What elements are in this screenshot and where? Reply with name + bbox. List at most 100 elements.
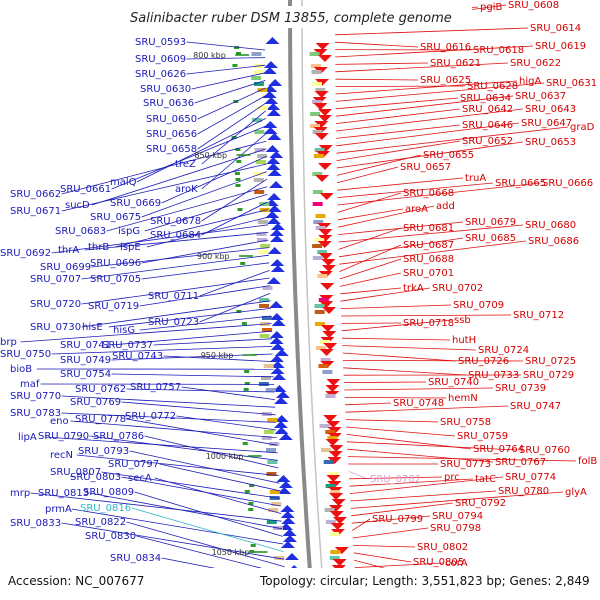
gene-label-right[interactable]: SRU_0702 bbox=[432, 283, 483, 294]
gene-label-right[interactable]: add bbox=[436, 201, 455, 212]
gene-label-left[interactable]: SRU_0669 bbox=[110, 198, 161, 209]
gene-label-left[interactable]: thrB bbox=[88, 242, 109, 253]
gene-label-right[interactable]: SRU_0621 bbox=[430, 58, 481, 69]
gene-label-right[interactable]: SRU_0618 bbox=[473, 45, 524, 56]
gene-label-right[interactable]: SRU_0681 bbox=[403, 223, 454, 234]
gene-label-right[interactable]: SRU_0619 bbox=[535, 41, 586, 52]
gene-label-right[interactable]: SRU_0782 bbox=[370, 474, 421, 485]
gene-label-left[interactable]: SRU_0696 bbox=[90, 258, 141, 269]
gene-label-left[interactable]: SRU_0720 bbox=[30, 299, 81, 310]
gene-label-left[interactable]: treZ bbox=[175, 159, 196, 170]
gene-label-right[interactable]: SRU_0759 bbox=[457, 431, 508, 442]
gene-label-left[interactable]: SRU_0705 bbox=[90, 274, 141, 285]
gene-label-right[interactable]: SRU_0666 bbox=[542, 178, 593, 189]
gene-label-right[interactable]: SRU_0668 bbox=[403, 188, 454, 199]
gene-label-left[interactable]: ispE bbox=[120, 242, 141, 253]
gene-label-left[interactable]: SRU_0786 bbox=[93, 431, 144, 442]
gene-label-left[interactable]: SRU_0737 bbox=[102, 340, 153, 351]
gene-label-left[interactable]: SRU_0809 bbox=[83, 487, 134, 498]
gene-label-left[interactable]: SRU_0769 bbox=[70, 397, 121, 408]
gene-label-right[interactable]: SRU_0794 bbox=[432, 511, 483, 522]
gene-label-left[interactable]: SRU_0813 bbox=[38, 488, 89, 499]
gene-label-right[interactable]: SRU_0614 bbox=[530, 23, 581, 34]
gene-label-right[interactable]: SRU_0739 bbox=[495, 383, 546, 394]
gene-label-right[interactable]: SRU_0780 bbox=[498, 486, 549, 497]
gene-label-left[interactable]: SRU_0730 bbox=[30, 322, 81, 333]
gene-label-right[interactable]: SRU_0608 bbox=[508, 0, 559, 11]
gene-label-right[interactable]: SRU_0688 bbox=[403, 254, 454, 265]
gene-label-right[interactable]: SRU_0622 bbox=[510, 58, 561, 69]
gene-label-right[interactable]: SRU_0628 bbox=[467, 81, 518, 92]
gene-label-left[interactable]: SRU_0816 bbox=[80, 503, 131, 514]
gene-label-left[interactable]: SRU_0671 bbox=[10, 206, 61, 217]
gene-label-right[interactable]: SRU_0718 bbox=[403, 318, 454, 329]
gene-label-right[interactable]: SRU_0726 bbox=[458, 356, 509, 367]
gene-label-left[interactable]: SRU_0790 bbox=[38, 431, 89, 442]
gene-label-right[interactable]: SRU_0685 bbox=[465, 233, 516, 244]
gene-label-right[interactable]: SRU_0799 bbox=[372, 514, 423, 525]
gene-label-right[interactable]: SRU_0634 bbox=[460, 93, 511, 104]
gene-label-left[interactable]: lipA bbox=[18, 432, 37, 443]
gene-label-left[interactable]: SRU_0683 bbox=[55, 226, 106, 237]
gene-label-left[interactable]: thrA bbox=[58, 245, 79, 256]
gene-label-left[interactable]: aroK bbox=[175, 184, 198, 195]
gene-label-right[interactable]: SRU_0773 bbox=[440, 459, 491, 470]
gene-label-left[interactable]: recN bbox=[50, 450, 73, 461]
gene-label-right[interactable]: SRU_0616 bbox=[420, 42, 471, 53]
gene-label-left[interactable]: SRU_0743 bbox=[112, 351, 163, 362]
gene-label-left[interactable]: SRU_0741 bbox=[60, 340, 111, 351]
gene-label-left[interactable]: maf bbox=[20, 379, 40, 390]
gene-label-left[interactable]: SRU_0807 bbox=[50, 467, 101, 478]
gene-label-right[interactable]: SRU_0748 bbox=[393, 398, 444, 409]
gene-label-left[interactable]: SRU_0803 bbox=[70, 472, 121, 483]
gene-label-right[interactable]: SRU_0646 bbox=[462, 120, 513, 131]
gene-label-right[interactable]: SRU_0764 bbox=[473, 444, 524, 455]
gene-label-left[interactable]: secA bbox=[128, 473, 152, 484]
gene-label-left[interactable]: eno bbox=[50, 416, 69, 427]
gene-label-right[interactable]: SRU_0792 bbox=[455, 498, 506, 509]
gene-label-left[interactable]: SRU_0833 bbox=[10, 518, 61, 529]
gene-label-left[interactable]: SRU_0711 bbox=[148, 291, 199, 302]
gene-label-left[interactable]: SRU_0719 bbox=[88, 301, 139, 312]
gene-label-left[interactable]: SRU_0636 bbox=[143, 98, 194, 109]
gene-label-left[interactable]: SRU_0662 bbox=[10, 189, 61, 200]
gene-label-left[interactable]: SRU_0684 bbox=[150, 230, 201, 241]
gene-label-right[interactable]: SRU_0805 bbox=[413, 557, 464, 568]
gene-label-left[interactable]: bioB bbox=[10, 364, 32, 375]
gene-label-right[interactable]: SRU_0655 bbox=[423, 150, 474, 161]
gene-label-left[interactable]: SRU_0630 bbox=[140, 84, 191, 95]
gene-label-left[interactable]: sucD bbox=[65, 200, 90, 211]
gene-label-right[interactable]: SRU_0680 bbox=[525, 220, 576, 231]
gene-label-right[interactable]: aroA bbox=[405, 204, 428, 215]
gene-label-left[interactable]: SRU_0834 bbox=[110, 553, 161, 564]
gene-label-right[interactable]: SRU_0725 bbox=[525, 356, 576, 367]
gene-label-left[interactable]: SRU_0707 bbox=[30, 274, 81, 285]
gene-label-left[interactable]: prmA bbox=[45, 504, 72, 515]
gene-label-left[interactable]: hisE bbox=[82, 322, 103, 333]
gene-label-left[interactable]: SRU_0678 bbox=[150, 216, 201, 227]
gene-label-left[interactable]: SRU_0757 bbox=[130, 382, 181, 393]
gene-label-right[interactable]: SRU_0724 bbox=[478, 345, 529, 356]
gene-label-left[interactable]: SRU_0770 bbox=[10, 391, 61, 402]
gene-label-left[interactable]: SRU_0772 bbox=[125, 411, 176, 422]
gene-label-right[interactable]: SRU_0747 bbox=[510, 401, 561, 412]
gene-label-right[interactable]: glyA bbox=[565, 487, 587, 498]
gene-label-left[interactable]: SRU_0783 bbox=[10, 408, 61, 419]
gene-label-right[interactable]: SRU_0774 bbox=[505, 472, 556, 483]
gene-label-right[interactable]: SRU_0687 bbox=[403, 240, 454, 251]
gene-label-left[interactable]: SRU_0692 bbox=[0, 248, 51, 259]
gene-label-left[interactable]: SRU_0656 bbox=[146, 129, 197, 140]
gene-label-right[interactable]: pgiB bbox=[480, 2, 502, 13]
gene-label-right[interactable]: SRU_0625 bbox=[420, 75, 471, 86]
gene-label-right[interactable]: SRU_0733 bbox=[468, 370, 519, 381]
gene-label-left[interactable]: malQ bbox=[110, 177, 137, 188]
gene-label-right[interactable]: SRU_0767 bbox=[495, 457, 546, 468]
gene-label-right[interactable]: corA bbox=[445, 558, 468, 569]
gene-label-left[interactable]: SRU_0749 bbox=[60, 355, 111, 366]
gene-label-left[interactable]: SRU_0830 bbox=[85, 531, 136, 542]
gene-label-left[interactable]: SRU_0609 bbox=[135, 54, 186, 65]
gene-label-left[interactable]: SRU_0675 bbox=[90, 212, 141, 223]
gene-label-right[interactable]: graD bbox=[570, 122, 595, 133]
gene-label-right[interactable]: SRU_0798 bbox=[430, 523, 481, 534]
gene-label-left[interactable]: SRU_0699 bbox=[40, 262, 91, 273]
